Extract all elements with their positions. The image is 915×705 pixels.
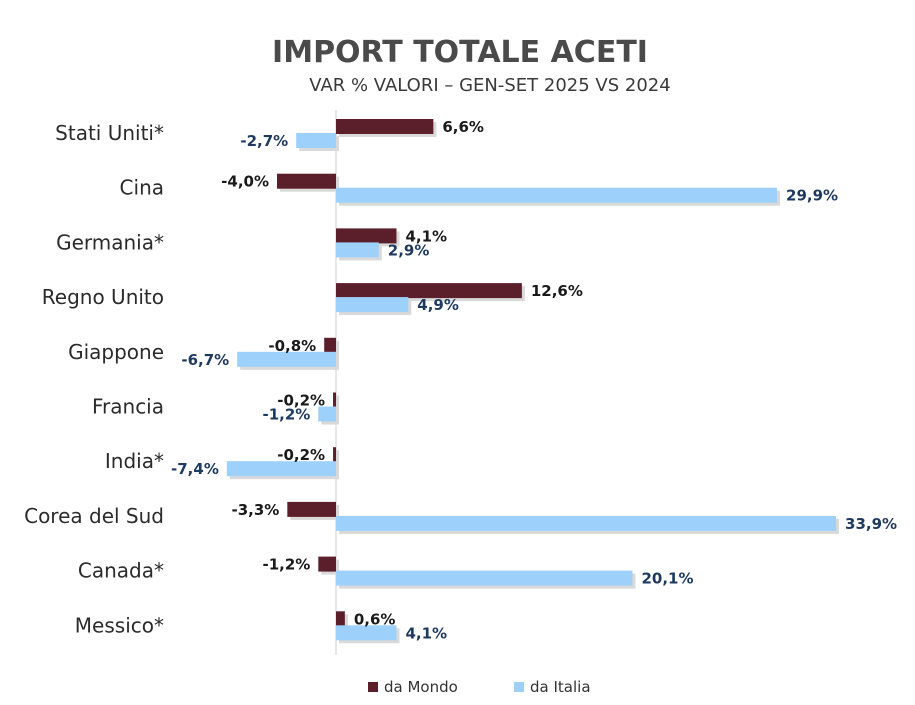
category-label: Giappone	[68, 340, 164, 364]
category-label: Regno Unito	[42, 285, 164, 309]
chart-subtitle: VAR % VALORI – GEN-SET 2025 VS 2024	[309, 75, 670, 96]
data-label: -1,2%	[262, 406, 310, 424]
bar-shadow	[336, 450, 339, 466]
category-labels: Stati Uniti* Cina Germania* Regno Unito Giap…	[24, 121, 164, 637]
bar	[336, 119, 434, 134]
bar	[336, 515, 837, 531]
bar	[336, 187, 778, 203]
data-label: 29,9%	[786, 187, 838, 205]
data-label: 33,9%	[845, 515, 897, 533]
bar	[318, 406, 336, 422]
bars	[226, 119, 840, 644]
data-labels: 6,6%-2,7%-4,0%29,9%4,1%2,9%12,6%4,9%-0,8…	[171, 118, 897, 642]
category-label: Canada*	[78, 559, 164, 583]
chart-title: IMPORT TOTALE ACETI	[272, 35, 648, 70]
legend-swatch	[514, 682, 524, 692]
legend-swatch	[368, 682, 378, 692]
bar	[324, 337, 336, 353]
data-label: 2,9%	[388, 241, 430, 259]
bar	[287, 501, 336, 517]
data-label: 4,1%	[405, 624, 447, 642]
bar	[226, 461, 336, 477]
legend-label: da Mondo	[384, 678, 458, 696]
bar	[336, 242, 379, 258]
bar	[296, 133, 336, 148]
data-label: 4,1%	[405, 227, 447, 245]
legend-label: da Italia	[530, 678, 591, 696]
category-label: Germania*	[56, 230, 164, 254]
bar	[336, 283, 522, 299]
category-label: Corea del Sud	[24, 504, 164, 528]
bar	[336, 228, 397, 244]
data-label: -1,2%	[262, 556, 310, 574]
bar	[336, 570, 633, 586]
category-label: India*	[105, 449, 164, 473]
category-label: Messico*	[75, 613, 164, 637]
bar	[333, 447, 336, 463]
bar	[336, 297, 409, 313]
bar	[333, 392, 336, 408]
data-label: -0,2%	[277, 446, 325, 464]
data-label: -3,3%	[231, 501, 279, 519]
bar-shadow	[336, 395, 339, 411]
data-label: 20,1%	[641, 570, 693, 588]
data-label: 6,6%	[442, 118, 484, 136]
data-label: -6,7%	[181, 351, 229, 369]
bar	[277, 173, 336, 189]
data-label: -2,7%	[240, 132, 288, 150]
data-label: 0,6%	[354, 610, 396, 628]
data-label: -0,8%	[268, 337, 316, 355]
legend: da Mondo da Italia	[368, 678, 591, 696]
data-label: -7,4%	[171, 460, 219, 478]
category-label: Cina	[120, 176, 164, 200]
data-label: 4,9%	[417, 296, 459, 314]
category-label: Stati Uniti*	[55, 121, 164, 145]
category-label: Francia	[92, 395, 164, 419]
data-label: 12,6%	[531, 282, 583, 300]
data-label: -4,0%	[221, 173, 269, 191]
bar	[237, 351, 336, 367]
bar	[336, 611, 345, 627]
data-label: -0,2%	[277, 392, 325, 410]
bar	[336, 625, 397, 641]
bar	[318, 556, 336, 572]
